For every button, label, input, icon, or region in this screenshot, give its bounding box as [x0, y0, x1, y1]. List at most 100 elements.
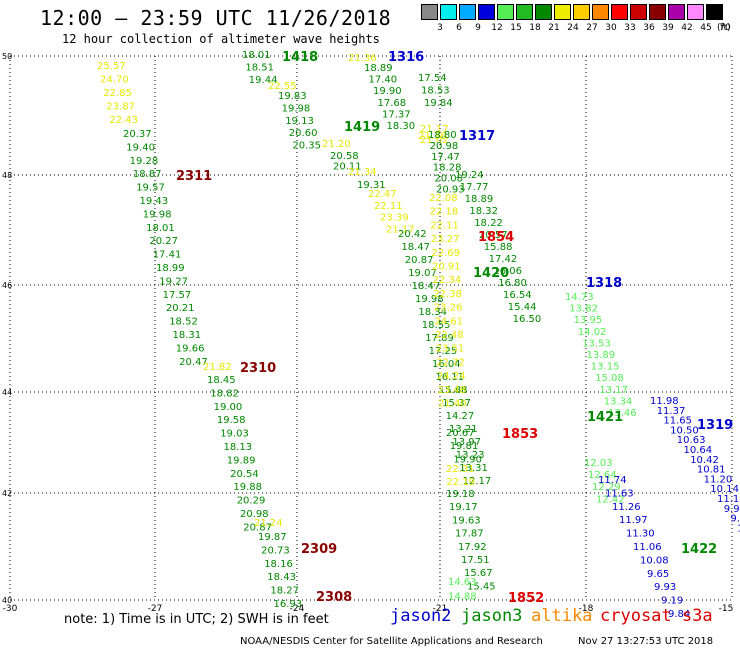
legend-swatch [668, 4, 685, 20]
swh-value: 19.18 [446, 489, 475, 500]
swh-value: 11.98 [650, 396, 679, 407]
swh-value: 16.04 [432, 359, 461, 370]
swh-value: 17.77 [460, 182, 489, 193]
track-4: 21.24 [254, 518, 283, 529]
pass-label: 1422 [681, 542, 717, 557]
swh-value: 17.37 [382, 109, 411, 120]
legend-label: 21 [548, 23, 560, 33]
track-15: 21.36 [348, 53, 377, 64]
swh-value: 20.29 [237, 496, 266, 507]
swh-value: 21.34 [348, 167, 377, 178]
swh-value: 17.42 [489, 254, 518, 265]
lon-tick-label: -18 [579, 604, 594, 614]
swh-value: 9.93 [654, 582, 676, 593]
legend-label: 45 [700, 23, 712, 33]
legend-swatch [497, 4, 514, 20]
swh-value: 18.80 [428, 130, 457, 141]
swh-value: 15.08 [595, 373, 624, 384]
lon-tick-label: -15 [719, 604, 734, 614]
swh-value: 20.87 [243, 522, 272, 533]
lon-tick-label: -30 [3, 604, 18, 614]
swh-value: 18.28 [433, 163, 462, 174]
swh-value: 20.11 [333, 162, 362, 173]
swh-value: 20.58 [330, 151, 359, 162]
legend-swatch [592, 4, 609, 20]
swh-value: 23.48 [437, 385, 466, 396]
swh-value: 23.26 [434, 303, 463, 314]
legend-swatch [611, 4, 628, 20]
swh-value: 20.57 [479, 230, 508, 241]
track-24: 19.18 19.17 19.63 17.87 17.92 17.51 15.67 15.45 [446, 489, 496, 592]
swh-value: 19.88 [233, 482, 262, 493]
swh-value: 18.53 [421, 86, 450, 97]
swh-value: 19.87 [258, 532, 287, 543]
swh-value: 11.30 [626, 529, 655, 540]
swh-value: 24.70 [100, 75, 129, 86]
swh-value: 15.67 [464, 568, 493, 579]
swh-value: 24.61 [434, 316, 463, 327]
swh-value: 11.12 [717, 494, 740, 505]
swh-value: 10.14 [710, 484, 739, 495]
swh-value: 22.43 [109, 115, 138, 126]
swh-value: 22.34 [433, 275, 462, 286]
swh-value: 19.63 [452, 515, 481, 526]
legend-swatch [478, 4, 495, 20]
swh-value: 9.9 [730, 514, 740, 525]
swh-value: 19.44 [249, 75, 278, 86]
swh-value: 22.11 [374, 201, 403, 212]
swh-value: 22.08 [429, 193, 458, 204]
legend-swatch [421, 4, 438, 20]
track-0: 25.57 24.70 22.85 23.87 22.43 [97, 61, 138, 126]
swh-value: 12.03 [584, 458, 613, 469]
pass-label: 1421 [587, 410, 623, 425]
swh-value: 18.51 [245, 63, 274, 74]
swh-value: 19.90 [373, 86, 402, 97]
swh-value: 16.54 [503, 290, 532, 301]
track-5: 19.87 20.73 18.16 18.43 18.27 16.93 [258, 532, 302, 610]
swh-value: 12.64 [588, 470, 617, 481]
legend-unit: (ft) [717, 23, 731, 33]
swh-value: 15.88 [484, 242, 513, 253]
swh-value: 19.40 [126, 142, 155, 153]
swh-value: 10.42 [690, 455, 719, 466]
lat-tick-label: 44 [2, 388, 12, 397]
swh-value: 9.84 [668, 609, 690, 620]
swh-value: 23.87 [106, 102, 135, 113]
swh-value: 13.15 [591, 362, 620, 373]
swh-value: 18.99 [156, 263, 185, 274]
swh-value: 21.40 [438, 399, 467, 410]
swh-value: 17.47 [431, 152, 460, 163]
swh-value: 21.36 [348, 53, 377, 64]
swh-value: 16.80 [498, 278, 527, 289]
pass-label: 2310 [240, 361, 276, 376]
swh-value: 22.69 [431, 248, 460, 259]
swh-value: 22.48 [435, 330, 464, 341]
swh-value: 18.82 [210, 388, 239, 399]
swh-value: 1 [737, 523, 740, 534]
swh-value: 10.81 [697, 465, 726, 476]
swh-value: 22.19 [446, 477, 475, 488]
swh-value: 22.47 [368, 189, 397, 200]
swh-value: 20.93 [436, 185, 465, 196]
swh-value: 18.89 [364, 63, 393, 74]
swh-value: 21.82 [203, 362, 232, 373]
legend-swatch [706, 4, 723, 20]
legend-label: 70 [719, 23, 731, 33]
pass-label: 1854 [478, 230, 514, 245]
swh-value: 12.29 [592, 482, 621, 493]
swh-value: 18.13 [224, 442, 253, 453]
swh-value: 19.98 [415, 294, 444, 305]
swh-value: 18.52 [169, 317, 198, 328]
swh-value: 18.45 [207, 375, 236, 386]
swh-value: 15.45 [467, 581, 496, 592]
swh-value: 21.24 [254, 518, 283, 529]
swh-value: 18.31 [173, 330, 202, 341]
timestamp-text: Nov 27 13:27:53 UTC 2018 [578, 636, 714, 647]
legend-swatch [630, 4, 647, 20]
swh-value: 19.27 [159, 276, 188, 287]
swh-value: 17.57 [163, 290, 192, 301]
swh-value: 11.06 [633, 542, 662, 553]
